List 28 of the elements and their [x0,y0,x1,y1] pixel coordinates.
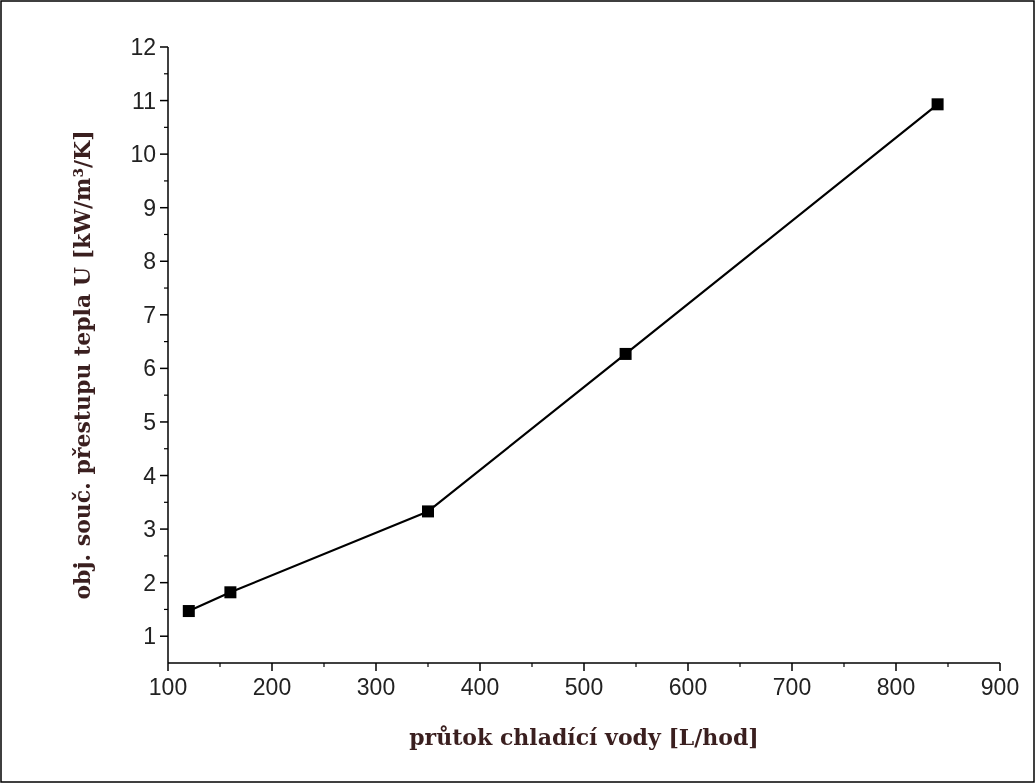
y-axis-title: obj. souč. přestupu tepla U [kW/m³/K] [69,130,95,600]
y-tick-label: 2 [143,569,156,596]
x-axis-title: průtok chladící vody [L/hod] [409,724,759,750]
x-tick-label: 600 [668,674,708,700]
y-tick-label: 6 [143,355,156,382]
point [422,505,434,518]
y-tick-label: 5 [143,409,156,436]
y-tick-label: 8 [143,248,156,275]
y-tick-label: 10 [130,141,156,168]
point [931,98,944,111]
y-tick-label: 1 [143,623,156,650]
x-tick-label: 100 [148,674,188,700]
point [182,605,195,618]
y-tick-label: 3 [143,516,156,543]
y-tick-label: 4 [143,462,157,489]
point [224,586,237,599]
x-tick-label: 300 [356,674,396,700]
y-tick-label: 12 [130,34,156,61]
x-tick-label: 500 [564,674,604,700]
point [619,347,632,360]
x-tick-label: 700 [772,674,812,700]
x-tick-label: 800 [876,674,916,700]
x-tick-label: 900 [980,674,1020,700]
x-tick-label: 400 [460,674,500,700]
x-tick-label: 200 [252,674,292,700]
y-tick-label: 9 [143,194,156,221]
y-tick-label: 11 [132,87,156,114]
y-tick-label: 7 [143,301,156,328]
